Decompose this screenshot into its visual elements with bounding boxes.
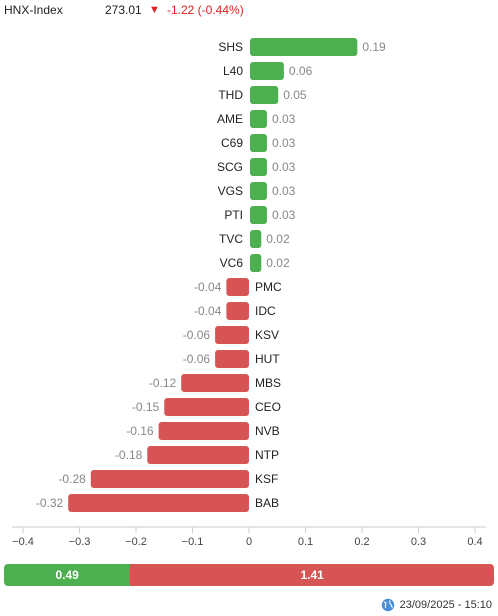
x-tick-label: −0.1 <box>182 536 204 548</box>
down-triangle-icon: ▼ <box>149 4 160 16</box>
category-label: NTP <box>255 448 279 462</box>
bar-idc <box>226 302 249 320</box>
bar-ntp <box>147 446 249 464</box>
value-label: 0.03 <box>272 160 296 174</box>
category-label: CEO <box>255 400 281 414</box>
value-label: -0.18 <box>115 448 143 462</box>
x-tick-label: −0.4 <box>12 536 34 548</box>
category-label: BAB <box>255 496 279 510</box>
value-label: 0.03 <box>272 112 296 126</box>
bar-ceo <box>164 398 249 416</box>
category-label: NVB <box>255 424 280 438</box>
category-label: VGS <box>218 184 243 198</box>
value-label: 0.03 <box>272 184 296 198</box>
bar-thd <box>250 86 279 104</box>
footer: 23/09/2025 - 15:10 <box>381 598 492 612</box>
category-label: KSV <box>255 328 279 342</box>
category-label: KSF <box>255 472 278 486</box>
category-label: THD <box>218 88 243 102</box>
bar-pmc <box>226 278 249 296</box>
category-label: PMC <box>255 280 282 294</box>
category-label: VC6 <box>220 256 244 270</box>
category-label: TVC <box>219 232 243 246</box>
value-label: 0.03 <box>272 208 296 222</box>
index-header: HNX-Index 273.01 ▼ -1.22 (-0.44%) <box>4 2 484 18</box>
value-label: -0.04 <box>194 280 222 294</box>
bar-vgs <box>250 182 267 200</box>
bar-mbs <box>181 374 249 392</box>
globe-icon <box>381 598 394 612</box>
value-label: -0.06 <box>183 352 211 366</box>
index-name: HNX-Index <box>4 3 63 17</box>
category-label: SCG <box>217 160 243 174</box>
value-label: 0.19 <box>362 40 386 54</box>
category-label: IDC <box>255 304 276 318</box>
value-label: -0.04 <box>194 304 222 318</box>
value-label: -0.15 <box>132 400 160 414</box>
x-tick-label: −0.2 <box>125 536 147 548</box>
positive-total-label: 0.49 <box>55 568 79 582</box>
value-label: 0.02 <box>266 232 290 246</box>
category-label: L40 <box>223 64 243 78</box>
index-value: 273.01 <box>105 3 142 17</box>
value-label: -0.16 <box>126 424 154 438</box>
value-label: -0.06 <box>183 328 211 342</box>
bar-scg <box>250 158 267 176</box>
category-label: PTI <box>224 208 243 222</box>
x-tick-label: 0 <box>246 536 252 548</box>
value-label: 0.03 <box>272 136 296 150</box>
x-tick-label: 0.1 <box>298 536 313 548</box>
category-label: SHS <box>218 40 243 54</box>
x-tick-label: 0.3 <box>411 536 426 548</box>
bar-pti <box>250 206 267 224</box>
negative-total-label: 1.41 <box>300 568 324 582</box>
bar-l40 <box>250 62 284 80</box>
timestamp: 23/09/2025 - 15:10 <box>399 599 492 611</box>
bar-nvb <box>158 422 249 440</box>
positive-total-segment: 0.49 <box>4 564 131 586</box>
bar-ksf <box>90 470 249 488</box>
bar-hut <box>215 350 249 368</box>
bar-bab <box>68 494 249 512</box>
value-label: -0.12 <box>149 376 177 390</box>
value-label: -0.28 <box>58 472 86 486</box>
index-change: -1.22 (-0.44%) <box>167 3 244 17</box>
category-label: MBS <box>255 376 281 390</box>
bar-tvc <box>250 230 262 248</box>
value-label: 0.05 <box>283 88 307 102</box>
bar-c69 <box>250 134 267 152</box>
bar-ame <box>250 110 267 128</box>
x-tick-label: −0.3 <box>69 536 91 548</box>
value-label: 0.02 <box>266 256 290 270</box>
summary-bar: 0.49 1.41 <box>4 564 494 586</box>
value-label: 0.06 <box>289 64 313 78</box>
negative-total-segment: 1.41 <box>130 564 494 586</box>
category-label: C69 <box>221 136 243 150</box>
x-tick-label: 0.2 <box>354 536 369 548</box>
bar-vc6 <box>250 254 262 272</box>
contribution-bar-chart: SHS 0.19 L40 0.06 THD 0.05 AME 0.03 C69 0.03 SCG 0.… <box>12 38 486 548</box>
bar-shs <box>250 38 358 56</box>
category-label: HUT <box>255 352 280 366</box>
bar-ksv <box>215 326 249 344</box>
category-label: AME <box>217 112 243 126</box>
value-label: -0.32 <box>36 496 64 510</box>
x-tick-label: 0.4 <box>467 536 482 548</box>
